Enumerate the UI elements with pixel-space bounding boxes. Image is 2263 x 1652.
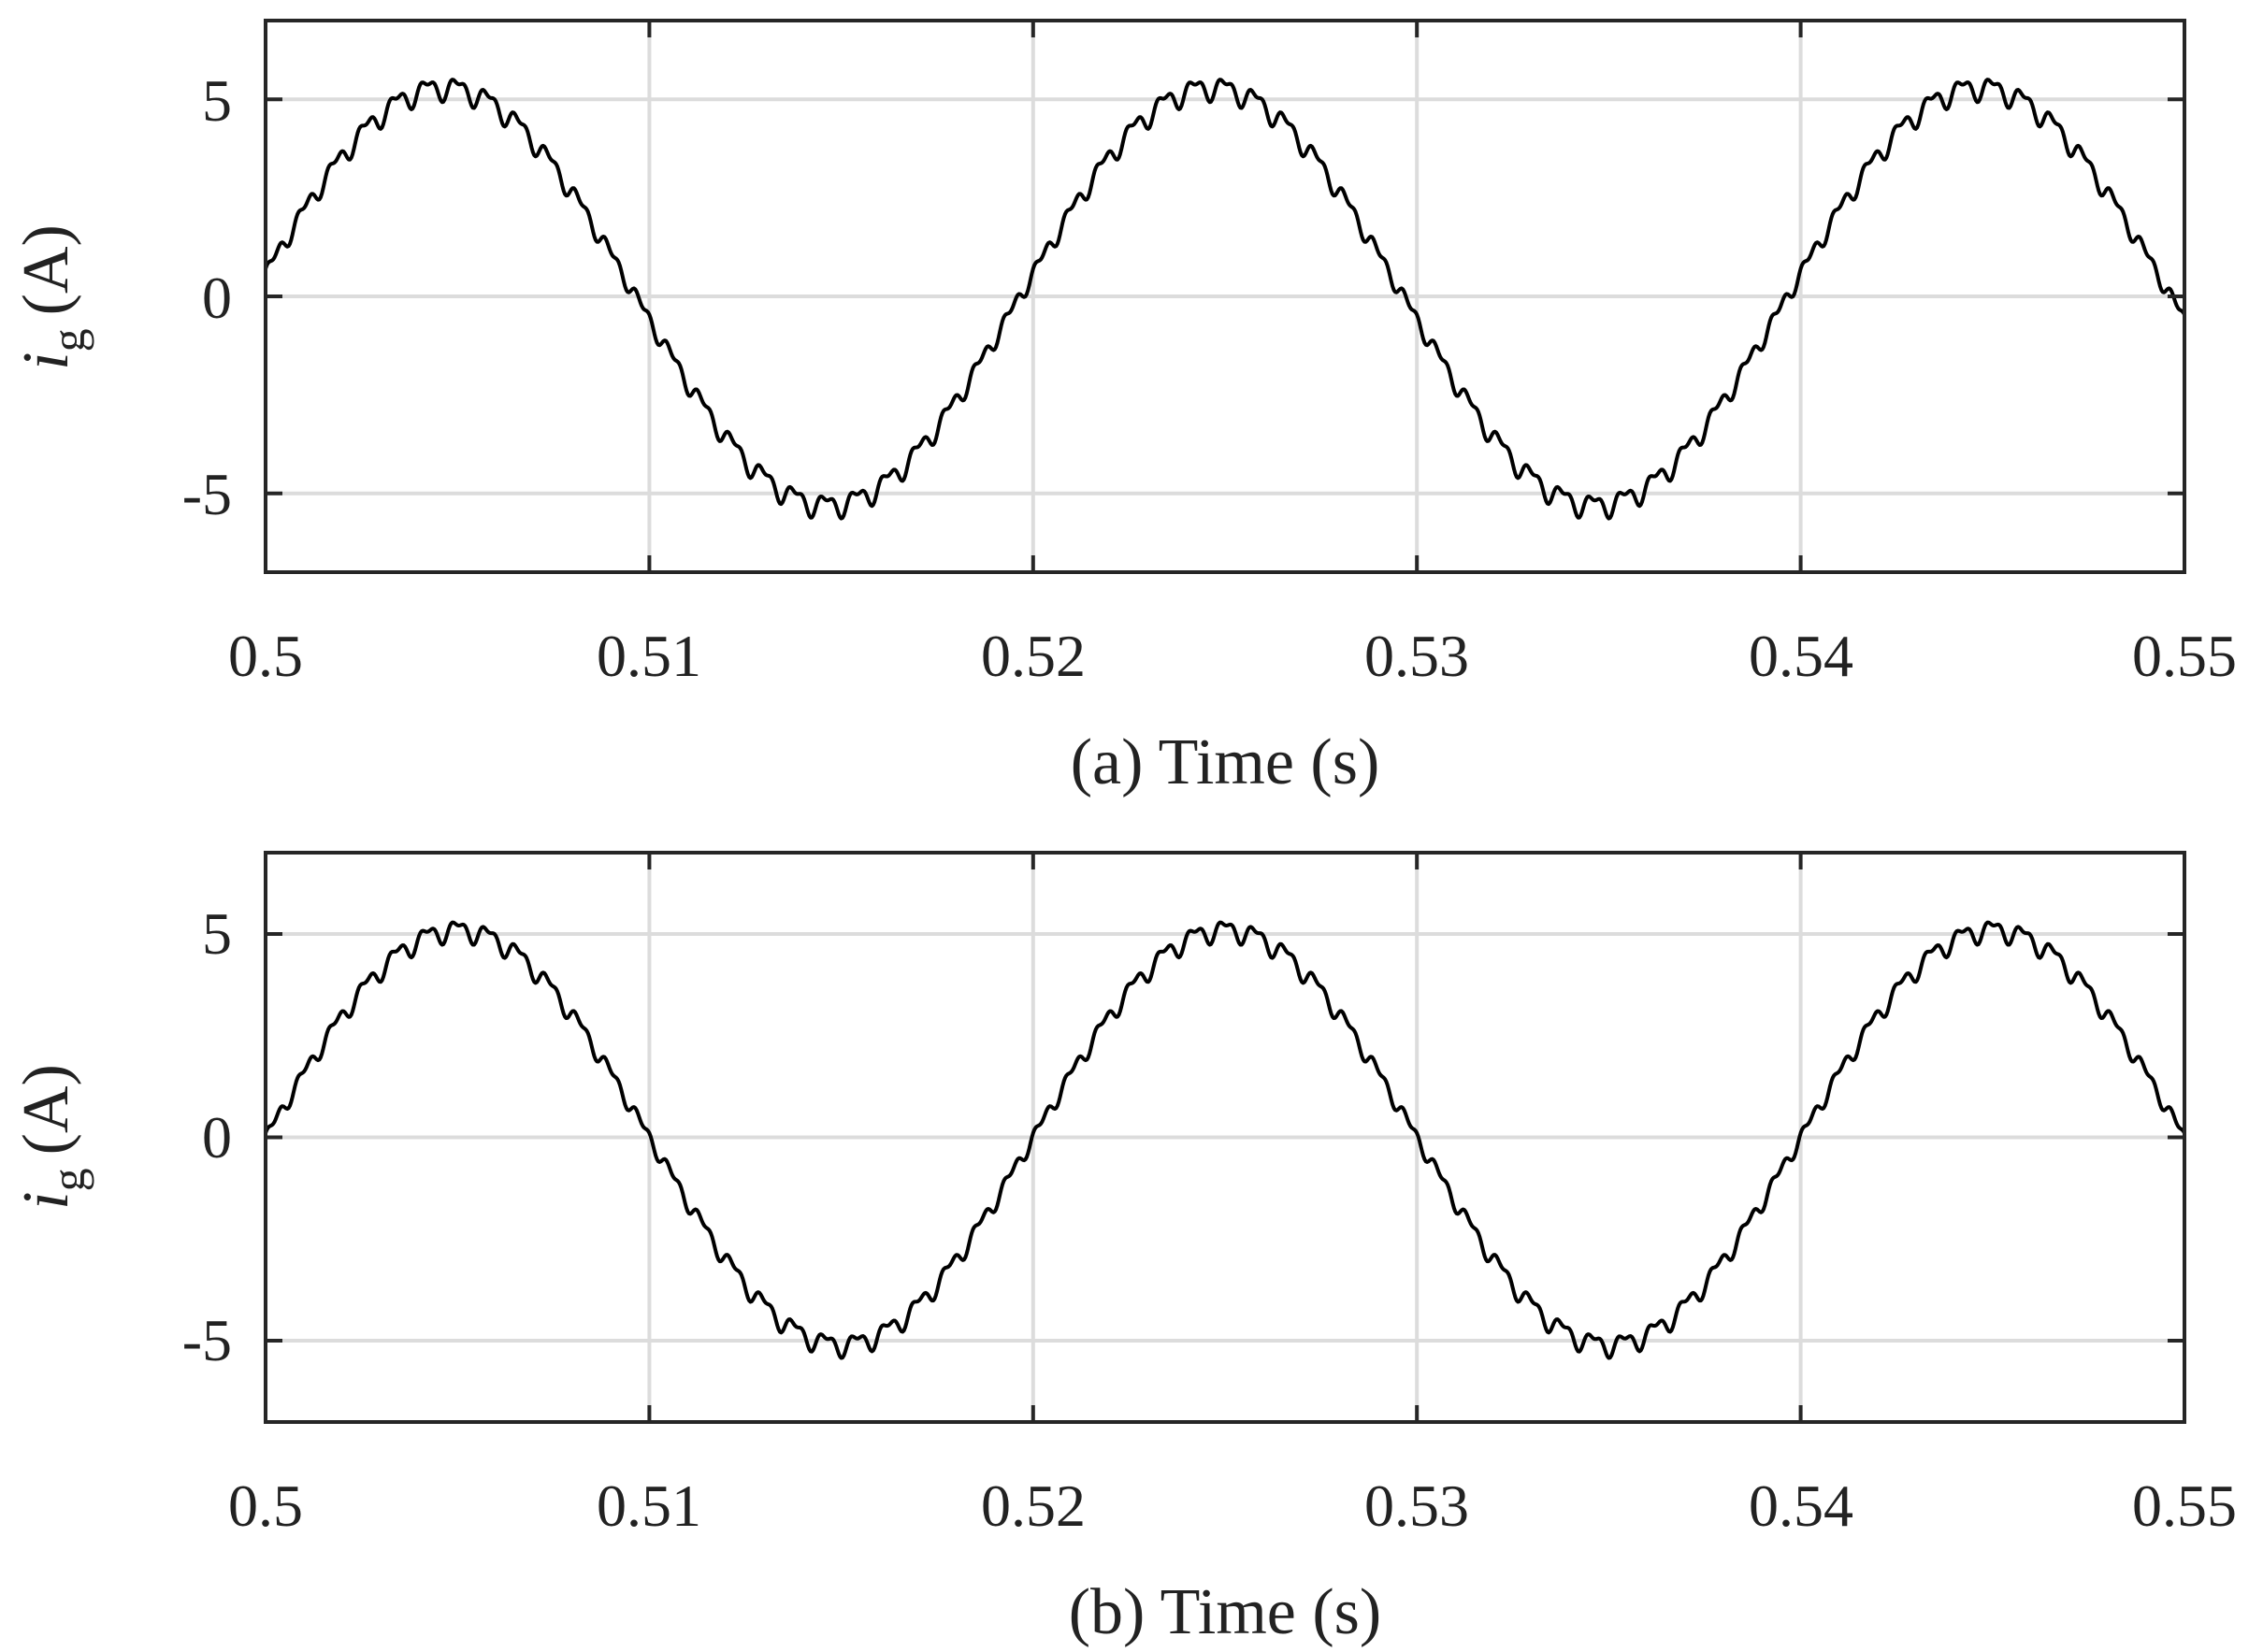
panel-b-xtick-label-0.52: 0.52 [981,1472,1086,1539]
panel-b-ytick-label-minus5: -5 [182,1307,232,1373]
chart-panel-b: 5 0 -5 0.5 0.51 0.52 0.53 0.54 0.55 (b) … [10,851,2237,1648]
panel-a-xtick-label-0.52: 0.52 [981,623,1086,689]
panel-b-xtick-label-0.53: 0.53 [1364,1472,1469,1539]
panel-b-grid [266,853,2184,1422]
panel-a-grid [266,21,2184,572]
panel-a-ytick-label-minus5: -5 [182,461,232,527]
panel-a-xtick-label-0.51: 0.51 [597,623,701,689]
panel-b-ytick-label-5: 5 [202,900,232,967]
panel-b-current-line [264,920,2186,1360]
panel-a-yaxis-title: ig (A) [10,224,94,370]
panel-b-ticks [264,853,2186,1422]
panel-b-ytick-label-0: 0 [202,1104,232,1171]
panel-a-yaxis-unit: (A) [10,224,82,315]
chart-panel-a: 5 0 -5 0.5 0.51 0.52 0.53 0.54 0.55 (a) … [10,19,2237,798]
panel-b-yaxis-subscript: g [42,1168,94,1191]
panel-b-yaxis-title: ig (A) [10,1064,94,1210]
panel-b-xtick-label-0.51: 0.51 [597,1472,701,1539]
panel-a-xtick-label-0.54: 0.54 [1749,623,1853,689]
panel-b-yaxis-symbol: i [10,1191,82,1209]
panel-a-ticks [264,21,2186,572]
panel-b-xaxis-title: (b) Time (s) [1069,1576,1381,1648]
panel-a-xtick-label-0.53: 0.53 [1364,623,1469,689]
panel-a-yaxis-symbol: i [10,352,82,369]
panel-a-xtick-label-0.55: 0.55 [2132,623,2237,689]
panel-b-xtick-label-0.54: 0.54 [1749,1472,1853,1539]
panel-a-yaxis-subscript: g [42,328,94,352]
panel-a-ytick-label-5: 5 [202,67,232,134]
panel-b-yaxis-unit: (A) [10,1064,82,1155]
panel-a-xaxis-title: (a) Time (s) [1071,726,1380,798]
panel-a-xtick-label-0.5: 0.5 [228,623,303,689]
panel-b-xtick-label-0.55: 0.55 [2132,1472,2237,1539]
panel-a-current-line [264,78,2186,521]
panel-a-ytick-label-0: 0 [202,265,232,331]
panel-b-xtick-label-0.5: 0.5 [228,1472,303,1539]
